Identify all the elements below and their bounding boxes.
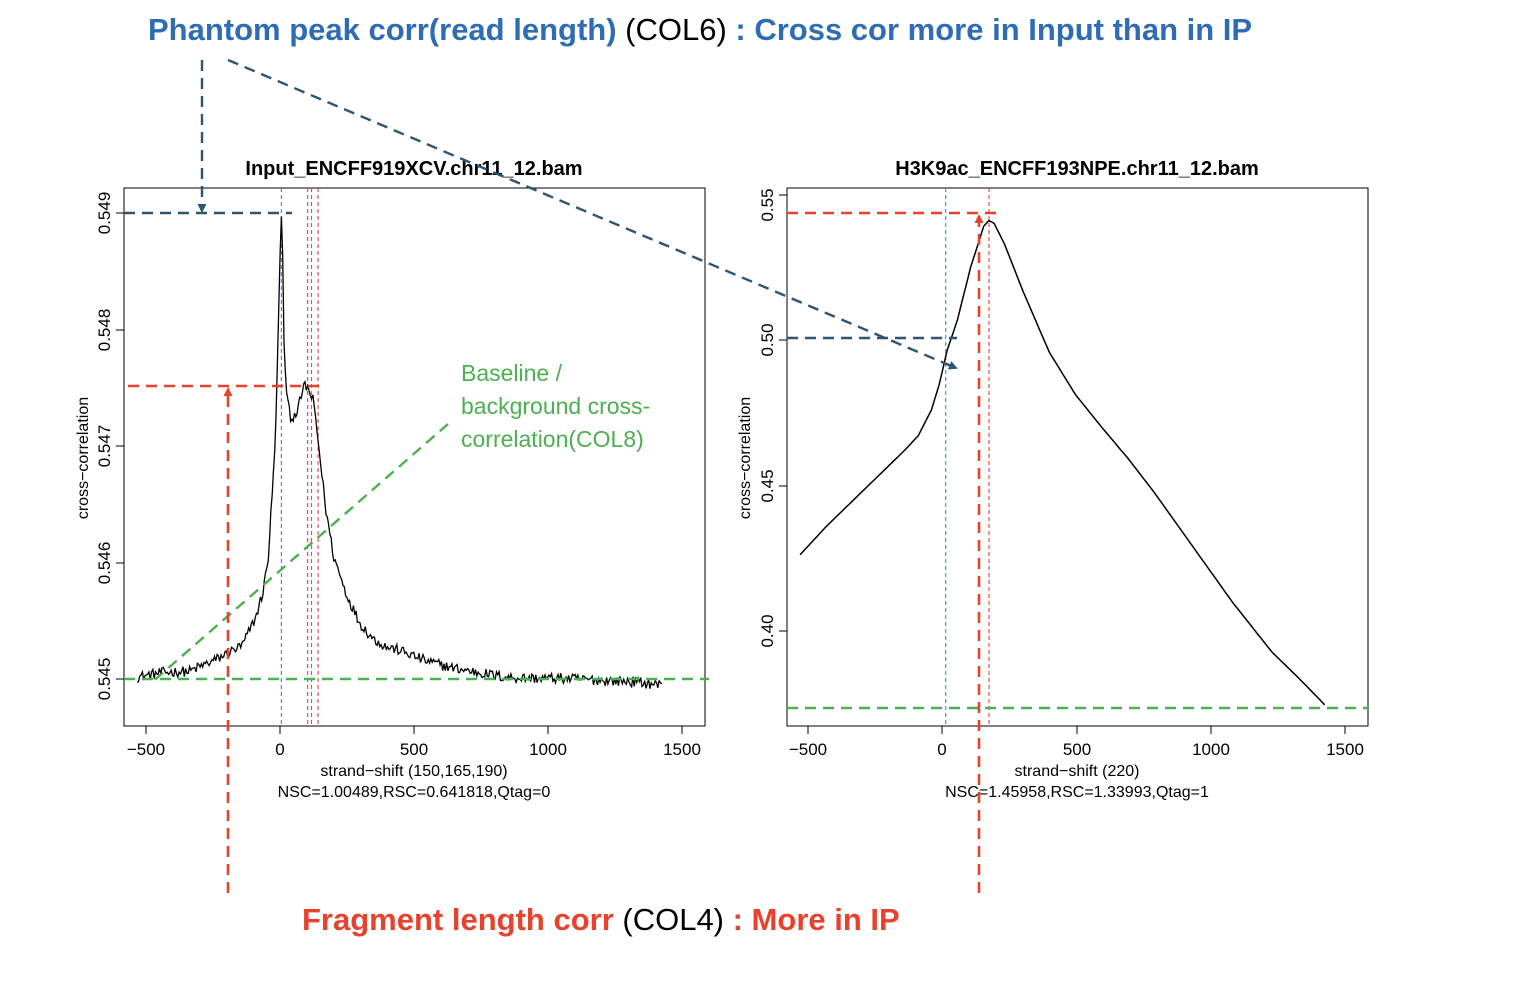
chart-input-stats: NSC=1.00489,RSC=0.641818,Qtag=0 <box>278 784 551 801</box>
chart-h3k9ac-xtick-label: 0 <box>937 740 946 759</box>
chart-h3k9ac-xticks: −500 0 500 1000 1500 <box>789 726 1364 759</box>
chart-h3k9ac-xlabel: strand−shift (220) <box>1015 763 1140 780</box>
header-phantom-label: Phantom peak corr(read length) <box>148 12 617 47</box>
footer-description: : More in IP <box>733 902 900 937</box>
chart-h3k9ac-ytick-label: 0.40 <box>758 614 777 647</box>
chart-h3k9ac-xtick-label: 500 <box>1063 740 1091 759</box>
chart-input-ytick-label: 0.548 <box>95 309 114 352</box>
baseline-note-line3: correlation(COL8) <box>461 426 644 452</box>
footer-annotation: Fragment length corr (COL4) : More in IP <box>302 902 900 937</box>
annotation-overlays <box>124 58 1368 893</box>
footer-col-label: (COL4) <box>614 902 733 937</box>
chart-input-yticks: 0.545 0.546 0.547 0.548 0.549 <box>95 192 124 701</box>
chart-h3k9ac-stats: NSC=1.45958,RSC=1.33993,Qtag=1 <box>945 784 1209 801</box>
chart-h3k9ac-ytick-label: 0.45 <box>758 469 777 502</box>
chart-input-xtick-label: −500 <box>127 740 165 759</box>
chart-input-ytick-label: 0.549 <box>95 192 114 235</box>
baseline-pointer-line <box>149 423 449 685</box>
chart-input-xtick-label: 0 <box>275 740 284 759</box>
chart-input: Input_ENCFF919XCV.chr11_12.bam −500 0 50… <box>75 158 706 801</box>
baseline-note-line1: Baseline / <box>461 360 563 386</box>
header-col-label: (COL6) <box>617 12 736 47</box>
chart-h3k9ac-vlines <box>945 188 990 726</box>
baseline-note-line2: background cross- <box>461 393 650 419</box>
chart-h3k9ac-title: H3K9ac_ENCFF193NPE.chr11_12.bam <box>895 158 1259 180</box>
chart-input-vlines <box>280 188 319 726</box>
chart-h3k9ac-xtick-label: 1000 <box>1192 740 1230 759</box>
chart-h3k9ac-ytick-label: 0.55 <box>758 188 777 221</box>
header-annotation: Phantom peak corr(read length) (COL6) : … <box>148 12 1252 47</box>
chart-input-ylabel: cross−correlation <box>75 397 92 519</box>
chart-input-xtick-label: 500 <box>400 740 428 759</box>
chart-h3k9ac: H3K9ac_ENCFF193NPE.chr11_12.bam −500 0 5… <box>737 158 1369 801</box>
header-description: : Cross cor more in Input than in IP <box>735 12 1252 47</box>
chart-h3k9ac-yticks: 0.40 0.45 0.50 0.55 <box>758 188 787 648</box>
chart-h3k9ac-ytick-label: 0.50 <box>758 323 777 356</box>
chart-input-ytick-label: 0.546 <box>95 542 114 585</box>
chart-h3k9ac-xtick-label: 1500 <box>1326 740 1364 759</box>
chart-h3k9ac-ylabel: cross−correlation <box>737 397 754 519</box>
chart-input-xlabel: strand−shift (150,165,190) <box>320 763 507 780</box>
phantom-peak-h3k9ac-pointer <box>227 58 958 370</box>
chart-input-series-line <box>137 216 663 689</box>
chart-input-xtick-label: 1500 <box>663 740 701 759</box>
chart-input-title: Input_ENCFF919XCV.chr11_12.bam <box>245 158 582 180</box>
chart-h3k9ac-xtick-label: −500 <box>789 740 827 759</box>
chart-input-ytick-label: 0.545 <box>95 658 114 701</box>
baseline-note: Baseline / background cross- correlation… <box>461 360 650 452</box>
chart-input-xticks: −500 0 500 1000 1500 <box>127 726 701 759</box>
footer-fragment-label: Fragment length corr <box>302 902 614 937</box>
chart-h3k9ac-series-line <box>799 219 1326 706</box>
chart-input-xtick-label: 1000 <box>529 740 567 759</box>
chart-input-ytick-label: 0.547 <box>95 425 114 468</box>
chart-input-plot-frame <box>123 187 706 727</box>
chart-h3k9ac-plot-frame <box>786 187 1369 727</box>
